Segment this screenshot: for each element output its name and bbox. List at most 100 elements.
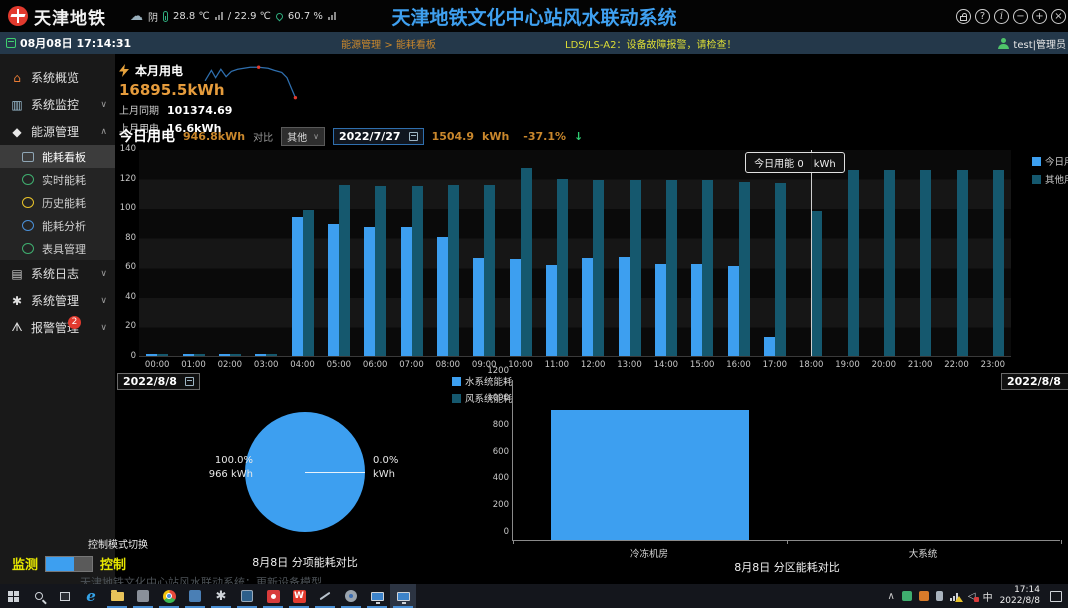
fault-alert-text[interactable]: LDS/LS-A2：设备故障报警，请检查！: [565, 39, 737, 51]
sidebar-subitem-能耗分析[interactable]: 能耗分析: [0, 214, 115, 237]
sidebar-item-报警管理[interactable]: ᗑ 报警管理 2 ∨: [0, 314, 115, 341]
bar-其他用能-12:00[interactable]: [593, 180, 605, 356]
bar-冷冻机房[interactable]: [551, 410, 749, 540]
bar-其他用能-08:00[interactable]: [447, 185, 459, 356]
bar-今日用能-03:00[interactable]: [255, 354, 267, 356]
bar-其他用能-16:00[interactable]: [738, 181, 750, 356]
bar-其他用能-00:00[interactable]: [157, 354, 169, 356]
action-center-icon[interactable]: [1050, 590, 1062, 602]
app-shortcut-4[interactable]: [260, 584, 286, 608]
bar-其他用能-03:00[interactable]: [266, 354, 278, 356]
bar-今日用能-17:00[interactable]: [763, 336, 775, 356]
app-shortcut-2[interactable]: [182, 584, 208, 608]
bar-今日用能-01:00[interactable]: [182, 353, 194, 356]
bar-其他用能-21:00[interactable]: [920, 170, 932, 356]
bar-今日用能-12:00[interactable]: [582, 257, 594, 356]
bar-其他用能-05:00[interactable]: [338, 185, 350, 356]
bar-其他用能-15:00[interactable]: [702, 180, 714, 356]
bar-其他用能-13:00[interactable]: [629, 180, 641, 356]
bar-其他用能-11:00[interactable]: [556, 178, 568, 356]
bar-今日用能-02:00[interactable]: [218, 353, 230, 356]
pie-chart[interactable]: [245, 412, 365, 532]
bar-今日用能-00:00[interactable]: [146, 353, 158, 356]
clock[interactable]: 17:14 2022/8/8: [1000, 585, 1040, 607]
app-shortcut-3[interactable]: [234, 584, 260, 608]
sidebar-item-系统管理[interactable]: ✱ 系统管理 ∨: [0, 287, 115, 314]
file-explorer-shortcut[interactable]: [104, 584, 130, 608]
bar-今日用能-06:00[interactable]: [364, 226, 376, 356]
active-app-button[interactable]: [390, 584, 416, 608]
bar-其他用能-18:00[interactable]: [811, 211, 823, 356]
bar-其他用能-17:00[interactable]: [774, 183, 786, 356]
close-button[interactable]: ×: [1051, 8, 1066, 24]
hourly-chart-plot[interactable]: 今日用能 0 kWh: [139, 150, 1011, 357]
bar-今日用能-15:00[interactable]: [691, 264, 703, 356]
sidebar-item-能源管理[interactable]: ◆ 能源管理 ∧: [0, 118, 115, 145]
legend-item-air[interactable]: 风系统能耗: [452, 391, 513, 405]
network-warning-icon[interactable]: [949, 592, 963, 602]
lock-button[interactable]: [956, 8, 971, 24]
help-button[interactable]: ?: [975, 8, 990, 24]
media-app-shortcut[interactable]: [338, 584, 364, 608]
zone-chart-plot[interactable]: [512, 380, 1062, 544]
bar-今日用能-09:00[interactable]: [473, 258, 485, 356]
maximize-button[interactable]: +: [1032, 8, 1047, 24]
calendar-icon[interactable]: [408, 131, 418, 141]
bar-其他用能-02:00[interactable]: [229, 354, 241, 356]
legend-item-water[interactable]: 水系统能耗: [452, 374, 513, 388]
calendar-icon[interactable]: [184, 377, 194, 386]
bar-今日用能-11:00[interactable]: [545, 265, 557, 356]
compare-select[interactable]: 其他 ∨: [281, 126, 325, 146]
sidebar-subitem-能耗看板[interactable]: 能耗看板: [0, 145, 115, 168]
usb-icon[interactable]: [935, 591, 943, 601]
compare-date-input[interactable]: 2022/7/27: [332, 127, 424, 145]
task-view-button[interactable]: [52, 584, 78, 608]
bar-今日用能-08:00[interactable]: [436, 236, 448, 356]
pie-date-input[interactable]: 2022/8/8: [117, 373, 200, 390]
wps-shortcut[interactable]: W: [286, 584, 312, 608]
bar-今日用能-13:00[interactable]: [618, 256, 630, 356]
bar-今日用能-05:00[interactable]: [327, 223, 339, 356]
bar-其他用能-20:00[interactable]: [883, 170, 895, 356]
bar-其他用能-10:00[interactable]: [520, 168, 532, 356]
zone-date-input[interactable]: 2022/8/8: [1001, 373, 1068, 390]
volume-muted-icon[interactable]: ◁: [967, 590, 979, 602]
sidebar-subitem-实时能耗[interactable]: 实时能耗: [0, 168, 115, 191]
start-button[interactable]: [0, 584, 26, 608]
pc-app-shortcut[interactable]: [364, 584, 390, 608]
info-button[interactable]: i: [994, 8, 1009, 24]
bar-今日用能-16:00[interactable]: [727, 265, 739, 356]
bar-其他用能-04:00[interactable]: [302, 209, 314, 356]
bar-其他用能-01:00[interactable]: [193, 354, 205, 356]
bar-今日用能-04:00[interactable]: [291, 217, 303, 356]
tray-green-app-icon[interactable]: [901, 591, 912, 601]
bar-其他用能-22:00[interactable]: [956, 170, 968, 356]
bar-今日用能-14:00[interactable]: [654, 264, 666, 356]
sidebar-subitem-表具管理[interactable]: 表具管理: [0, 237, 115, 260]
bar-其他用能-06:00[interactable]: [375, 185, 387, 356]
pen-tool-shortcut[interactable]: [312, 584, 338, 608]
input-method-indicator[interactable]: 中: [982, 592, 993, 604]
legend-item-today[interactable]: 今日用能: [1032, 154, 1068, 168]
tray-expand-chevron[interactable]: ∧: [887, 590, 895, 602]
bar-其他用能-09:00[interactable]: [484, 185, 496, 356]
legend-item-other[interactable]: 其他用能: [1032, 172, 1068, 186]
tray-orange-app-icon[interactable]: [918, 591, 929, 601]
user-menu[interactable]: test|管理员: [998, 36, 1068, 51]
minimize-button[interactable]: −: [1013, 8, 1028, 24]
bar-其他用能-19:00[interactable]: [847, 169, 859, 356]
sidebar-subitem-历史能耗[interactable]: 历史能耗: [0, 191, 115, 214]
app-shortcut-1[interactable]: [130, 584, 156, 608]
chrome-shortcut[interactable]: [156, 584, 182, 608]
bar-今日用能-10:00[interactable]: [509, 259, 521, 356]
mode-toggle[interactable]: [45, 555, 94, 572]
bar-其他用能-14:00[interactable]: [665, 180, 677, 356]
sidebar-item-系统概览[interactable]: ⌂ 系统概览: [0, 64, 115, 91]
search-button[interactable]: [26, 584, 52, 608]
settings-shortcut[interactable]: ✱: [208, 584, 234, 608]
bar-其他用能-23:00[interactable]: [992, 169, 1004, 356]
sidebar-item-系统监控[interactable]: ▥ 系统监控 ∨: [0, 91, 115, 118]
bar-今日用能-07:00[interactable]: [400, 227, 412, 356]
sidebar-item-系统日志[interactable]: ▤ 系统日志 ∨: [0, 260, 115, 287]
ie-shortcut[interactable]: e: [78, 584, 104, 608]
